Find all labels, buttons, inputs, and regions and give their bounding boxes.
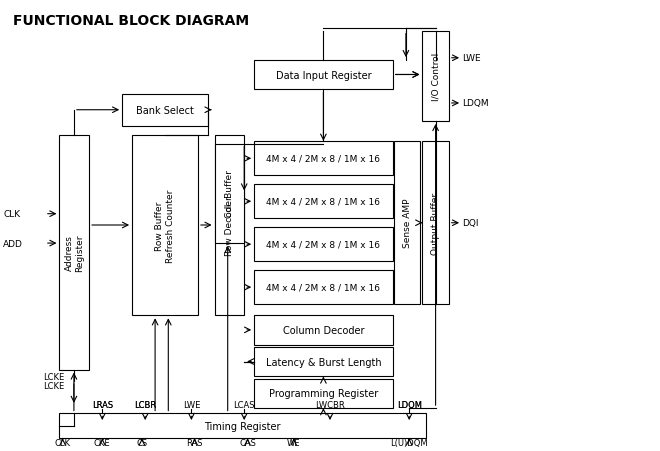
Text: Data Input Register: Data Input Register (276, 70, 371, 81)
Text: LCAS: LCAS (234, 400, 255, 410)
Text: CLK: CLK (55, 438, 71, 447)
Text: Timing Register: Timing Register (205, 421, 280, 431)
Text: L(U)DQM: L(U)DQM (390, 438, 428, 447)
Text: CKE: CKE (94, 438, 111, 447)
Text: LRAS: LRAS (92, 400, 113, 410)
Text: DQI: DQI (462, 219, 478, 228)
Bar (394, 142, 420, 304)
Text: I/O Control: I/O Control (431, 53, 440, 101)
Bar (254, 316, 393, 345)
Text: Row Buffer
Refresh Counter: Row Buffer Refresh Counter (155, 189, 175, 262)
Bar (254, 61, 393, 90)
Text: Row Decoder: Row Decoder (225, 196, 234, 255)
Text: LRAS: LRAS (92, 400, 113, 410)
Text: LDQM: LDQM (397, 400, 422, 410)
Text: Column Decoder: Column Decoder (282, 325, 364, 336)
Text: LCKE: LCKE (44, 381, 65, 390)
Bar (59, 135, 89, 370)
Text: 4M x 4 / 2M x 8 / 1M x 16: 4M x 4 / 2M x 8 / 1M x 16 (267, 198, 380, 206)
Text: RAS: RAS (186, 438, 203, 447)
Bar (422, 142, 449, 304)
Bar (122, 95, 208, 126)
Text: CLK: CLK (3, 210, 20, 219)
Text: Col. Buffer: Col. Buffer (225, 170, 234, 218)
Text: Address
Register: Address Register (65, 234, 84, 271)
Bar (59, 414, 426, 438)
Text: LDQM: LDQM (397, 400, 422, 410)
Text: 4M x 4 / 2M x 8 / 1M x 16: 4M x 4 / 2M x 8 / 1M x 16 (267, 240, 380, 249)
Text: Programming Register: Programming Register (269, 388, 378, 399)
Text: LWE: LWE (183, 400, 200, 410)
Bar (132, 135, 198, 316)
Text: LCBR: LCBR (134, 400, 156, 410)
Text: CS: CS (137, 438, 147, 447)
Bar (254, 271, 393, 304)
Bar (254, 228, 393, 262)
Bar (214, 144, 244, 244)
Text: 4M x 4 / 2M x 8 / 1M x 16: 4M x 4 / 2M x 8 / 1M x 16 (267, 283, 380, 292)
Bar (254, 379, 393, 408)
Text: LCKE: LCKE (44, 372, 65, 381)
Bar (254, 347, 393, 377)
Text: Bank Select: Bank Select (136, 106, 194, 115)
Text: FUNCTIONAL BLOCK DIAGRAM: FUNCTIONAL BLOCK DIAGRAM (13, 14, 249, 28)
Text: LWCBR: LWCBR (315, 400, 345, 410)
Text: Output Buffer: Output Buffer (431, 192, 440, 254)
Bar (422, 32, 449, 122)
Text: LWE: LWE (462, 54, 480, 63)
Bar (254, 142, 393, 176)
Text: Latency & Burst Length: Latency & Burst Length (265, 357, 381, 367)
Text: 4M x 4 / 2M x 8 / 1M x 16: 4M x 4 / 2M x 8 / 1M x 16 (267, 155, 380, 163)
Text: WE: WE (287, 438, 300, 447)
Text: LCBR: LCBR (134, 400, 156, 410)
Bar (214, 135, 244, 316)
Text: ADD: ADD (3, 239, 23, 248)
Text: Sense AMP: Sense AMP (403, 198, 412, 248)
Bar (254, 185, 393, 219)
Text: CAS: CAS (239, 438, 256, 447)
Text: LDQM: LDQM (462, 99, 488, 108)
